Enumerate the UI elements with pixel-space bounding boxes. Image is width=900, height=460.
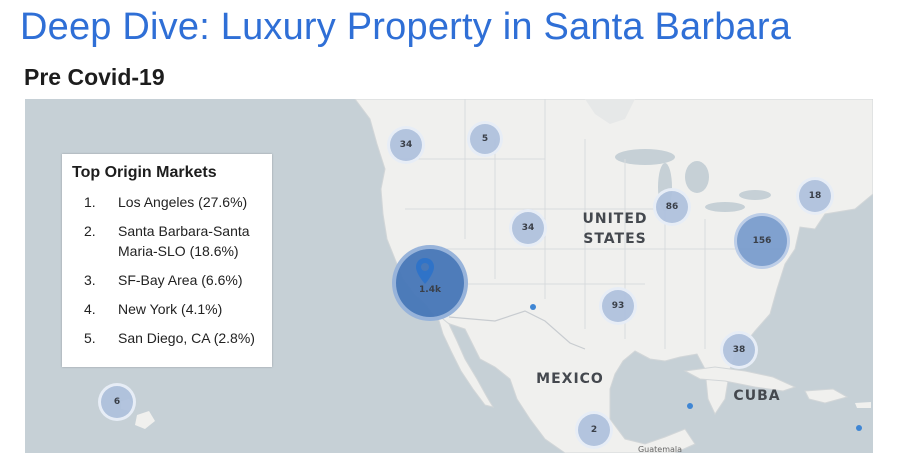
list-item: 5. San Diego, CA (2.8%) [62,328,272,348]
top-origin-markets-panel: Top Origin Markets 1. Los Angeles (27.6%)… [62,154,272,367]
rank: 3. [84,272,96,288]
legend-title: Top Origin Markets [72,164,217,181]
cluster-hawaii[interactable]: 6 [98,383,136,421]
land-puerto-rico [855,402,871,408]
lake-huron [685,161,709,193]
point-marker[interactable] [687,403,693,409]
market-label: Santa Barbara-Santa Maria-SLO (18.6%) [118,223,250,259]
lake-erie [705,202,745,212]
list-item: 4. New York (4.1%) [62,299,272,319]
page-title: Deep Dive: Luxury Property in Santa Barb… [20,6,792,48]
rank: 4. [84,301,96,317]
location-pin-icon [416,258,434,284]
cluster-los-angeles-label: 1.4k [419,285,441,295]
cluster-florida[interactable]: 38 [720,331,758,369]
legend-list: 1. Los Angeles (27.6%) 2. Santa Barbara-Sa… [62,192,272,348]
rank: 1. [84,194,96,210]
page-subtitle: Pre Covid-19 [24,64,165,90]
cluster-montana[interactable]: 5 [467,121,503,157]
label-united-states: UNITED STATES [570,209,660,249]
label-mexico: MEXICO [536,371,604,387]
label-united: UNITED [582,211,648,227]
land-baja [436,312,495,408]
market-label: New York (4.1%) [118,301,223,317]
label-guatemala: Guatemala [637,445,683,453]
cluster-colorado[interactable]: 34 [509,209,547,247]
cluster-mexico-south[interactable]: 2 [575,411,613,449]
list-item: 1. Los Angeles (27.6%) [62,192,272,212]
land-cuba [683,366,797,392]
point-marker[interactable] [530,304,536,310]
market-label: Los Angeles (27.6%) [118,194,248,210]
rank: 5. [84,330,96,346]
list-item: 3. SF-Bay Area (6.6%) [62,270,272,290]
land-canada-north [585,99,635,124]
label-cuba: CUBA [733,388,781,404]
cluster-chicago[interactable]: 86 [653,188,691,226]
cluster-pacific-northwest[interactable]: 34 [387,126,425,164]
land-hispaniola [804,388,849,404]
map[interactable]: Top Origin Markets 1. Los Angeles (27.6%)… [25,99,873,453]
lake-ontario [739,190,771,200]
cluster-texas[interactable]: 93 [599,287,637,325]
lake-superior [615,149,675,165]
market-label: SF-Bay Area (6.6%) [118,272,243,288]
cluster-los-angeles[interactable]: 1.4k [392,245,468,321]
cluster-new-york-dc[interactable]: 156 [734,213,790,269]
state-borders [397,99,785,349]
market-label: San Diego, CA (2.8%) [118,330,255,346]
map-basemap [121,99,873,453]
rank: 2. [84,223,96,239]
cluster-boston[interactable]: 18 [796,177,834,215]
label-states: STATES [583,231,647,247]
land-hawaii-big [135,411,155,429]
border-us-mexico [448,310,586,350]
point-marker[interactable] [856,425,862,431]
list-item: 2. Santa Barbara-Santa Maria-SLO (18.6%) [62,221,272,261]
